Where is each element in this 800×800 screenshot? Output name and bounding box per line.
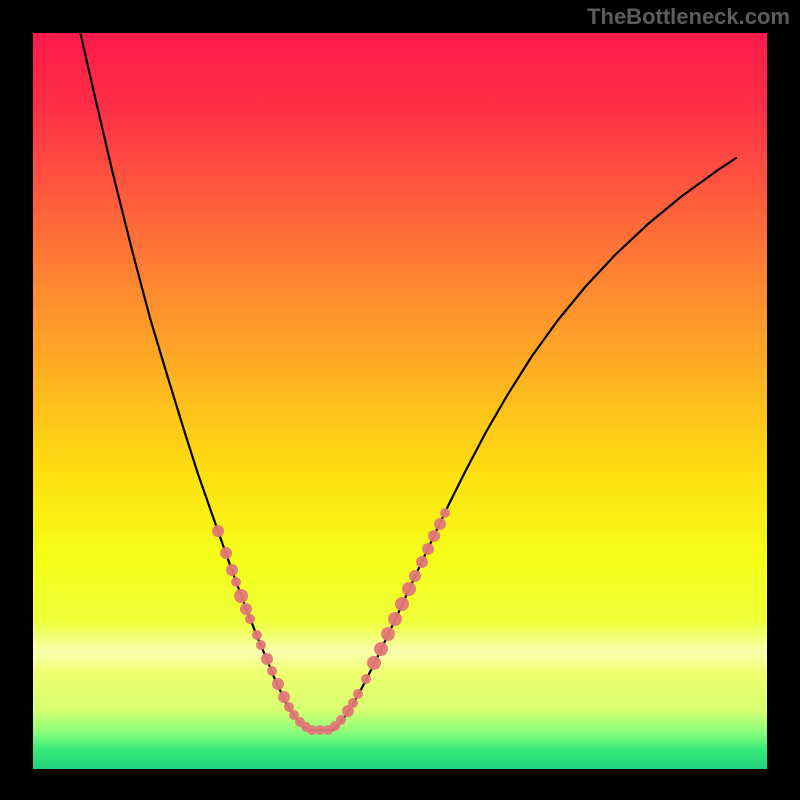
watermark-text: TheBottleneck.com xyxy=(587,4,790,30)
marker-dot xyxy=(226,564,238,576)
plot-area xyxy=(33,33,767,769)
marker-dot xyxy=(336,715,346,725)
marker-dot xyxy=(416,556,428,568)
marker-dot xyxy=(367,656,381,670)
marker-dot xyxy=(234,589,248,603)
marker-dot xyxy=(231,577,241,587)
marker-dot xyxy=(272,678,284,690)
chart-frame: TheBottleneck.com xyxy=(0,0,800,800)
marker-dot xyxy=(245,614,255,624)
marker-dot xyxy=(240,603,252,615)
marker-dot xyxy=(348,698,358,708)
marker-dot xyxy=(422,543,434,555)
marker-dot xyxy=(256,640,266,650)
marker-dot xyxy=(267,666,277,676)
marker-dot xyxy=(388,612,402,626)
marker-dot xyxy=(409,570,421,582)
marker-dot xyxy=(212,525,224,537)
marker-dot xyxy=(220,547,232,559)
marker-dot xyxy=(353,689,363,699)
marker-dot xyxy=(361,674,371,684)
marker-dot xyxy=(278,691,290,703)
marker-dot xyxy=(261,653,273,665)
marker-dot xyxy=(374,642,388,656)
curve-layer xyxy=(33,33,767,769)
marker-dot xyxy=(252,630,262,640)
marker-dot xyxy=(402,582,416,596)
marker-dot xyxy=(434,518,446,530)
marker-dot xyxy=(440,508,450,518)
marker-dot xyxy=(428,530,440,542)
marker-dot xyxy=(381,627,395,641)
marker-dot xyxy=(395,597,409,611)
